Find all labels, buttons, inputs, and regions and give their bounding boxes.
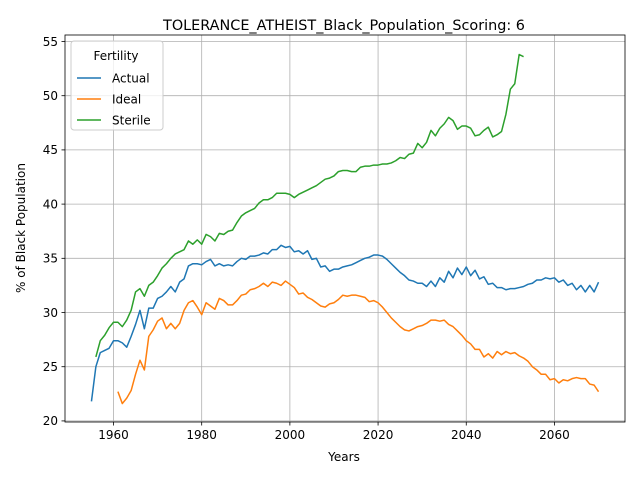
x-tick-label: 1960 bbox=[98, 428, 129, 442]
y-axis-label: % of Black Population bbox=[14, 163, 28, 293]
x-tick-label: 1980 bbox=[186, 428, 217, 442]
y-tick-label: 55 bbox=[43, 35, 58, 49]
y-tick-label: 45 bbox=[43, 143, 58, 157]
chart-title: TOLERANCE_ATHEIST_Black_Population_Scori… bbox=[162, 18, 525, 34]
legend-label-actual: Actual bbox=[112, 72, 150, 86]
x-tick-label: 2060 bbox=[539, 428, 570, 442]
y-tick-label: 25 bbox=[43, 360, 58, 374]
legend: Fertility Actual Ideal Sterile bbox=[71, 41, 163, 130]
legend-title: Fertility bbox=[93, 49, 138, 63]
y-tick-label: 40 bbox=[43, 197, 58, 211]
x-tick-label: 2040 bbox=[451, 428, 482, 442]
y-tick-label: 35 bbox=[43, 252, 58, 266]
x-tick-label: 2000 bbox=[275, 428, 306, 442]
x-tick-label: 2020 bbox=[363, 428, 394, 442]
legend-label-sterile: Sterile bbox=[112, 114, 151, 128]
x-axis-label: Years bbox=[327, 450, 360, 464]
legend-label-ideal: Ideal bbox=[112, 93, 141, 107]
y-tick-label: 20 bbox=[43, 414, 58, 428]
y-tick-label: 30 bbox=[43, 306, 58, 320]
y-tick-label: 50 bbox=[43, 89, 58, 103]
